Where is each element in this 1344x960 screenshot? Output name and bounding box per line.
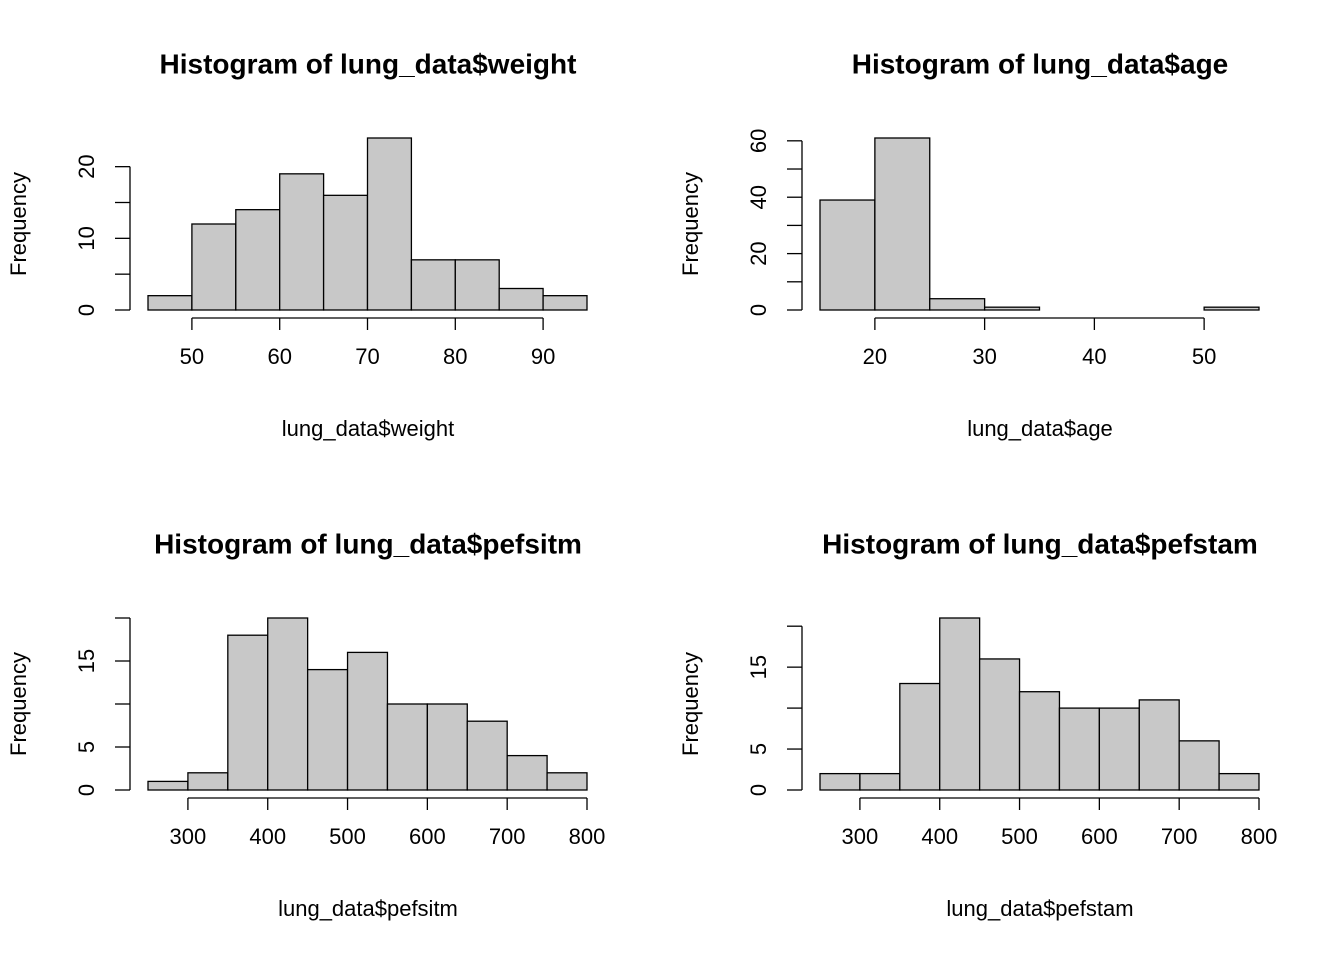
histogram-bar — [929, 298, 986, 311]
y-axis-label: Frequency — [6, 172, 31, 276]
x-tick-label: 50 — [1192, 344, 1216, 369]
y-axis-label: Frequency — [678, 172, 703, 276]
x-tick-label: 20 — [863, 344, 887, 369]
y-tick-label: 0 — [74, 304, 99, 316]
panel: Histogram of lung_data$age lung_data$age F… — [678, 48, 1260, 441]
histogram-bar — [983, 306, 1041, 311]
histogram-bar — [1018, 691, 1061, 791]
histogram-bar — [454, 259, 500, 311]
histogram-bar — [498, 287, 544, 311]
histogram-bar — [410, 259, 456, 311]
y-tick-label: 60 — [746, 129, 771, 153]
y-axis-label: Frequency — [6, 652, 31, 756]
y-tick-label: 5 — [746, 743, 771, 755]
x-tick-label: 300 — [170, 824, 207, 849]
x-tick-label: 300 — [842, 824, 879, 849]
panel: Histogram of lung_data$weight lung_data$w… — [6, 48, 588, 441]
y-axis-label: Frequency — [678, 652, 703, 756]
histogram-bar — [187, 772, 229, 791]
x-tick-label: 500 — [1001, 824, 1038, 849]
histogram-bar — [279, 173, 325, 311]
x-tick-label: 90 — [531, 344, 555, 369]
histogram-bar — [542, 295, 588, 311]
histogram-bar — [859, 772, 901, 791]
chart-title: Histogram of lung_data$pefsitm — [154, 528, 582, 559]
histogram-bar — [1138, 699, 1180, 791]
x-tick-label: 30 — [972, 344, 996, 369]
x-tick-label: 800 — [1241, 824, 1278, 849]
histogram-bar — [978, 658, 1021, 791]
y-tick-label: 0 — [746, 304, 771, 316]
histogram-bar — [306, 668, 349, 791]
histogram-bar — [819, 199, 876, 311]
y-tick-label: 0 — [74, 784, 99, 796]
x-axis-label: lung_data$pefstam — [946, 896, 1133, 921]
y-tick-label: 15 — [74, 649, 99, 673]
histogram-bar — [426, 703, 468, 791]
histogram-bar — [506, 754, 548, 791]
y-tick-label: 10 — [74, 226, 99, 250]
y-tick-label: 40 — [746, 185, 771, 209]
histogram-bar — [466, 720, 508, 791]
histogram-bar — [235, 209, 281, 311]
panel: Histogram of lung_data$pefstam lung_data$… — [678, 528, 1278, 920]
histogram-bar — [1098, 707, 1140, 791]
histogram-bar — [386, 703, 429, 791]
histogram-bar — [147, 780, 189, 791]
x-axis-label: lung_data$pefsitm — [278, 896, 458, 921]
x-tick-label: 600 — [1081, 824, 1118, 849]
x-tick-label: 80 — [443, 344, 467, 369]
histogram-bar — [191, 223, 237, 311]
x-axis-label: lung_data$weight — [282, 416, 454, 441]
y-tick-label: 5 — [74, 741, 99, 753]
x-tick-label: 60 — [267, 344, 291, 369]
histogram-bar — [322, 194, 369, 311]
y-tick-label: 0 — [746, 784, 771, 796]
panel: Histogram of lung_data$pefsitm lung_data$… — [6, 528, 606, 920]
x-axis-label: lung_data$age — [967, 416, 1113, 441]
y-tick-label: 20 — [746, 241, 771, 265]
histogram-bar — [366, 137, 413, 311]
histogram-bar — [819, 772, 861, 791]
histogram-bar — [147, 295, 193, 311]
x-tick-label: 600 — [409, 824, 446, 849]
histogram-bar — [267, 617, 309, 791]
histogram-bar — [546, 772, 588, 791]
histogram-bar — [227, 634, 269, 791]
x-tick-label: 700 — [489, 824, 526, 849]
histogram-bar — [939, 617, 981, 791]
chart-title: Histogram of lung_data$weight — [160, 48, 577, 79]
chart-title: Histogram of lung_data$pefstam — [822, 528, 1258, 559]
x-tick-label: 500 — [329, 824, 366, 849]
x-tick-label: 400 — [249, 824, 286, 849]
x-tick-label: 700 — [1161, 824, 1198, 849]
y-tick-label: 20 — [74, 154, 99, 178]
histogram-bar — [899, 682, 941, 791]
histogram-bar — [1178, 740, 1220, 791]
chart-title: Histogram of lung_data$age — [852, 48, 1229, 79]
histogram-bar — [1218, 772, 1260, 791]
x-tick-label: 50 — [180, 344, 204, 369]
histogram-bar — [1203, 306, 1260, 311]
histogram-bar — [1058, 707, 1101, 791]
histogram-bar — [874, 137, 931, 311]
histogram-bar — [346, 651, 389, 791]
x-tick-label: 40 — [1082, 344, 1106, 369]
y-tick-label: 15 — [746, 655, 771, 679]
x-tick-label: 800 — [569, 824, 606, 849]
x-tick-label: 70 — [355, 344, 379, 369]
x-tick-label: 400 — [921, 824, 958, 849]
